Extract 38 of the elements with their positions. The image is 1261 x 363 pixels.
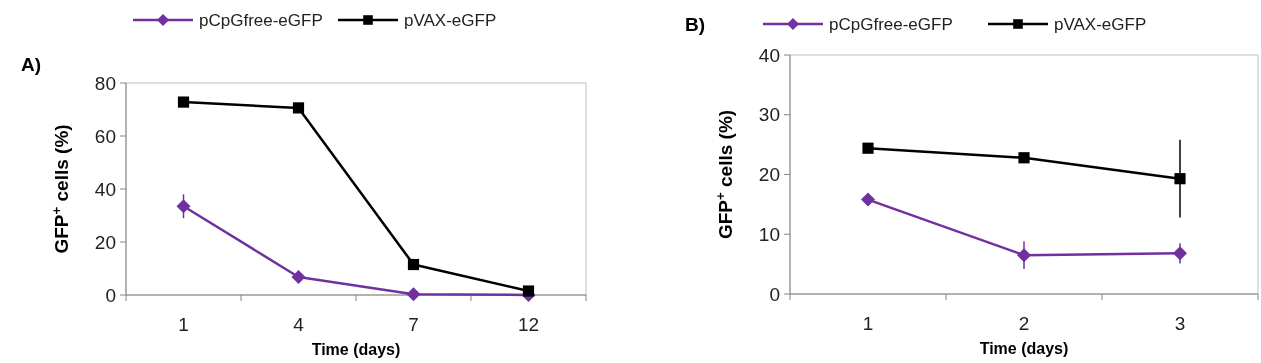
- x-tick-label: 1: [178, 314, 189, 335]
- y-tick-label: 10: [758, 223, 780, 245]
- y-tick-label: 80: [94, 72, 116, 94]
- y-tick-label: 20: [758, 164, 780, 186]
- y-tick-label: 40: [758, 44, 780, 66]
- point: [862, 142, 874, 154]
- point: [177, 96, 190, 108]
- y-tick-label: 0: [105, 284, 116, 306]
- x-tick-label: 3: [1174, 313, 1186, 334]
- point: [522, 285, 535, 297]
- point: [1018, 152, 1030, 164]
- point: [861, 192, 875, 207]
- x-tick-label: 12: [517, 314, 540, 335]
- chart-title: B): [685, 14, 706, 35]
- x-tick-label: 4: [293, 314, 305, 335]
- point: [291, 269, 306, 284]
- legend-label: pVAX-eGFP: [404, 10, 497, 30]
- y-tick-label: 30: [758, 104, 780, 126]
- x-tick-label: 7: [408, 314, 419, 335]
- point: [292, 102, 305, 114]
- x-tick-label: 1: [862, 313, 874, 334]
- x-axis-title: Time (days): [311, 341, 401, 358]
- y-tick-label: 20: [94, 231, 116, 253]
- point: [1017, 248, 1031, 263]
- y-tick-label: 60: [94, 125, 116, 147]
- x-axis-title: Time (days): [979, 340, 1069, 357]
- point: [1174, 173, 1186, 185]
- point: [176, 199, 191, 214]
- x-tick-label: 2: [1018, 313, 1030, 334]
- point: [407, 258, 420, 271]
- point: [1173, 246, 1187, 261]
- legend-label: pVAX-eGFP: [1054, 14, 1147, 34]
- point: [406, 287, 421, 302]
- y-tick-label: 40: [94, 178, 116, 200]
- chart-title: A): [21, 54, 42, 75]
- legend-label: pCpGfree-eGFP: [199, 10, 323, 30]
- legend-label: pCpGfree-eGFP: [829, 14, 953, 34]
- y-tick-label: 0: [769, 283, 780, 305]
